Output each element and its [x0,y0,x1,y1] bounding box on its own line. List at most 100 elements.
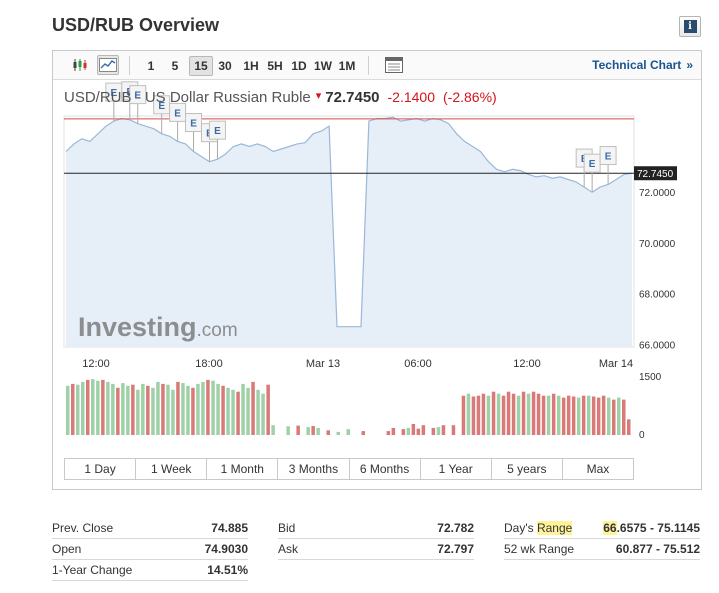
volume-bar [306,427,310,435]
volume-bar [241,383,245,435]
volume-bar [586,395,591,435]
range-tab-max[interactable]: Max [586,462,610,476]
event-marker: E [599,146,617,185]
volume-bar [607,397,611,435]
interval-5[interactable]: 5 [171,59,179,73]
volume-bar [431,427,436,435]
event-marker-label: E [605,152,612,163]
event-marker: E [583,153,601,193]
x-tick-label: 12:00 [513,358,541,370]
stat-row: Bid 72.782 [278,518,474,539]
volume-bar [86,379,90,435]
volume-bar [91,379,95,435]
price-chart[interactable]: Investing.com 72.7450 72.0000 70.0000 68.000… [53,51,701,489]
info-button[interactable]: i [679,16,701,37]
event-marker-box [169,102,187,122]
stats-column-2: Bid 72.782 Ask 72.797 [278,518,474,560]
stat-value: 14.51% [207,563,248,577]
volume-bar [161,383,165,435]
down-arrow-icon: ▾ [315,90,322,102]
stat-label-highlight: Range [536,521,573,535]
interval-30[interactable]: 30 [218,59,232,73]
volume-bar [506,391,511,435]
interval-5h[interactable]: 5H [267,59,283,73]
volume-bar [196,383,200,435]
volume-bar [166,384,170,435]
volume-bar [612,399,616,435]
chart-toolbar: 1 5 15 30 1H 5H 1D 1W 1M Technical Chart» [53,51,701,80]
event-marker-label: E [190,119,197,130]
volume-bar [136,389,140,435]
volume-bar [411,424,416,435]
interval-1m[interactable]: 1M [338,59,356,73]
range-tab-1-week[interactable]: 1 Week [136,459,208,479]
volume-bar [326,430,330,435]
range-tab-1-day[interactable]: 1 Day [65,459,137,479]
x-tick-label: Mar 14 [599,358,633,370]
stat-value: 74.885 [211,521,248,535]
x-tick-label: 12:00 [82,358,110,370]
stat-label: Ask [278,542,299,556]
volume-bar [551,393,556,435]
range-tabs: 1 Day 1 Week 1 Month 3 Months 6 Months 1 Year… [64,458,634,480]
candlestick-icon[interactable] [69,55,91,75]
event-marker-box [599,146,617,166]
interval-1[interactable]: 1 [147,59,155,73]
range-tab-6-months[interactable]: 6 Months [350,459,421,479]
volume-bar [316,427,320,435]
volume-bar [141,383,145,435]
volume-bar [531,391,536,435]
stat-value: 74.9030 [204,542,248,556]
volume-bar [436,427,441,435]
volume-bar [106,381,110,435]
interval-1d[interactable]: 1D [291,59,307,73]
y-tick-label: 68.0000 [639,290,676,301]
event-marker-label: E [214,126,221,137]
x-tick-label: 18:00 [195,358,223,370]
price-change: -2.1400 [387,89,435,105]
volume-bar [566,395,571,435]
volume-bar [536,393,541,435]
volume-axis-label: 1500 [639,372,662,383]
volume-bar [66,385,70,435]
volume-bar [622,399,626,435]
volume-bar [176,381,180,435]
volume-bar [596,397,601,435]
volume-bar [556,395,561,435]
technical-chart-link[interactable]: Technical Chart» [592,58,693,72]
volume-bar [191,387,195,435]
last-price: 72.7450 [325,89,380,106]
area-chart-icon[interactable] [97,55,119,75]
volume-bar [521,391,526,435]
volume-bar [171,389,175,435]
event-marker: E [185,113,203,152]
range-tab-1-year[interactable]: 1 Year [421,459,492,479]
range-tab-1-month[interactable]: 1 Month [207,459,279,479]
event-marker-label: E [589,159,596,170]
interval-1h[interactable]: 1H [243,59,259,73]
current-price-badge [634,166,677,181]
volume-bar [501,395,506,435]
volume-bar [486,395,491,435]
volume-bar [101,379,105,435]
volume-bar [96,380,100,435]
calendar-icon[interactable] [383,55,405,75]
volume-bar [406,427,411,435]
volume-bar [76,384,80,435]
interval-15[interactable]: 15 [189,56,213,76]
event-marker-label: E [110,88,117,99]
watermark-logo: Investing.com [78,312,238,342]
range-tab-5-years[interactable]: 5 years [492,459,563,479]
stat-row: Ask 72.797 [278,539,474,560]
volume-bar [627,419,631,435]
interval-1w[interactable]: 1W [314,59,332,73]
price-line [65,116,633,328]
double-chevron-icon: » [686,58,693,72]
stat-value: 60.877 - 75.512 [615,542,700,556]
volume-bar [391,427,396,435]
range-tab-3-months[interactable]: 3 Months [278,459,350,479]
volume-bar [386,431,391,435]
page-title: USD/RUB Overview [52,15,220,35]
volume-bar [561,397,566,435]
volume-bar [336,431,340,435]
